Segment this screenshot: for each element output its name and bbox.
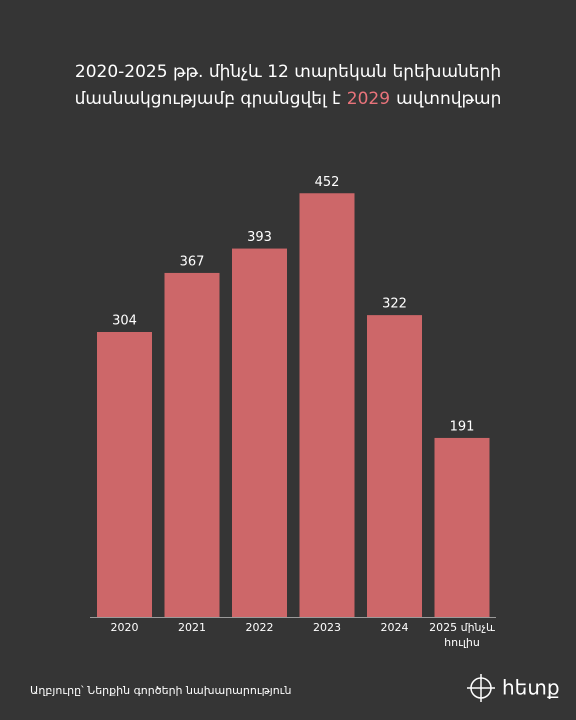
x-tick-label: 2025 մինչև [429,621,495,634]
bar [367,315,422,617]
title-part: ավտովթար [396,89,501,109]
data-label: 304 [112,314,137,329]
data-label: 367 [180,254,205,269]
data-label: 191 [450,419,475,434]
bar [232,248,287,617]
x-tick-label: 2023 [313,621,341,634]
data-label: 322 [382,297,407,312]
bar [97,332,152,617]
bar [299,193,355,617]
x-tick-label: 2020 [111,621,139,634]
logo-text: հետք [502,676,560,700]
x-tick-label: 2022 [246,621,274,634]
title-highlight: 2029 [347,89,390,109]
chart-title: 2020-2025 թթ. մինչև 12 տարեկան երեխաների [75,62,501,82]
title-part: մասնակցությամբ գրանցվել է [75,89,341,109]
x-tick-label: 2021 [178,621,206,634]
bar [434,437,490,617]
data-label: 452 [315,175,340,190]
logo: հետք [467,674,560,702]
data-label: 393 [247,230,272,245]
source: Աղբյուրը՝ Ներքին գործերի նախարարություն [30,684,291,697]
x-tick-label: 2024 [381,621,409,634]
chart-title: մասնակցությամբ գրանցվել է 2029 ավտովթար [75,89,502,109]
bar [164,272,220,617]
x-tick-label: հուլիս [444,636,480,649]
